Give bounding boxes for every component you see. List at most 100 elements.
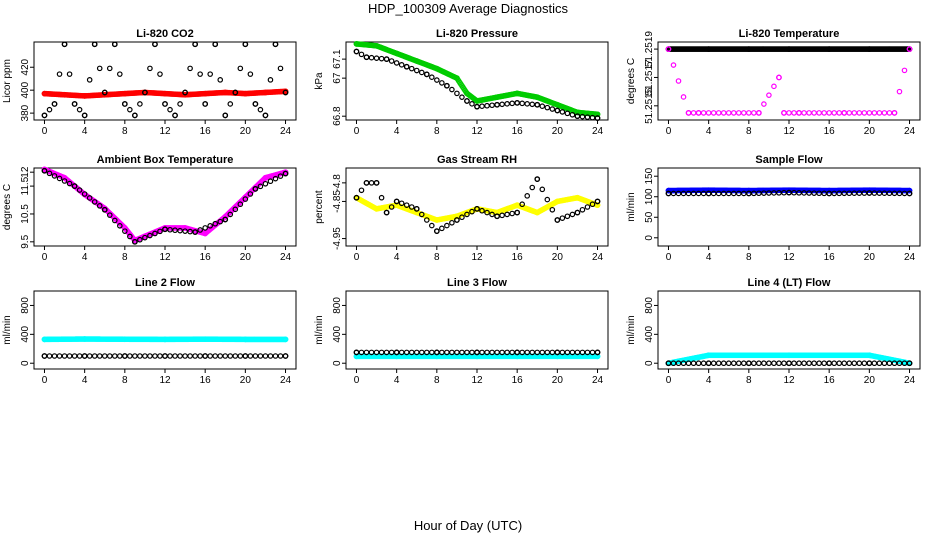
trace-point bbox=[368, 180, 375, 186]
series-cyan bbox=[41, 336, 289, 343]
trace-point bbox=[464, 98, 470, 104]
trace-point bbox=[449, 86, 455, 93]
trace-point bbox=[147, 65, 153, 72]
trace-point bbox=[871, 190, 878, 196]
trace-point bbox=[282, 353, 289, 359]
x-tick-label: 8 bbox=[434, 375, 440, 386]
trace-point bbox=[101, 89, 108, 96]
trace-point bbox=[866, 110, 873, 116]
trace-point bbox=[137, 236, 143, 243]
series-black bbox=[353, 176, 601, 234]
trace-point bbox=[257, 106, 264, 113]
trace-point bbox=[111, 217, 118, 224]
trace-point bbox=[177, 227, 183, 234]
trace-point bbox=[549, 349, 556, 356]
trace-point bbox=[398, 200, 405, 207]
x-tick-label: 0 bbox=[666, 252, 672, 263]
trace-point bbox=[856, 360, 863, 367]
x-tick-label: 8 bbox=[746, 126, 752, 137]
trace-point bbox=[474, 206, 480, 212]
trace-point bbox=[142, 234, 148, 241]
trace-point bbox=[202, 225, 208, 231]
trace-point bbox=[162, 353, 168, 359]
y-tick-label: 67.1 bbox=[332, 49, 343, 69]
trace-point bbox=[41, 167, 48, 174]
panel-title: Sample Flow bbox=[755, 154, 823, 166]
trace-point bbox=[76, 106, 83, 113]
trace-point bbox=[71, 183, 78, 189]
x-tick-label: 8 bbox=[746, 375, 752, 386]
trace-point bbox=[237, 353, 244, 359]
trace-point bbox=[896, 88, 903, 95]
trace-point bbox=[152, 41, 158, 48]
trace-point bbox=[876, 360, 883, 367]
trace-point bbox=[479, 103, 485, 110]
x-tick-label: 16 bbox=[200, 252, 212, 263]
x-tick-label: 12 bbox=[471, 375, 483, 386]
trace-point bbox=[429, 349, 435, 356]
trace-point bbox=[725, 110, 732, 116]
trace-point bbox=[741, 110, 747, 116]
trace-point bbox=[720, 110, 727, 116]
trace-point bbox=[761, 190, 767, 196]
trace-point bbox=[172, 227, 178, 234]
trace-point bbox=[821, 110, 827, 116]
trace-point bbox=[222, 353, 229, 359]
trace-point bbox=[137, 353, 143, 359]
trace-point bbox=[212, 41, 219, 48]
x-tick-label: 24 bbox=[280, 252, 292, 263]
trace-point bbox=[494, 101, 500, 108]
y-tick-label: 150 bbox=[644, 167, 655, 184]
trace-point bbox=[771, 190, 777, 196]
trace-point bbox=[81, 353, 88, 359]
trace-point bbox=[569, 211, 576, 218]
trace-point bbox=[866, 360, 873, 367]
panel-5: Gas Stream RH 0 4 8 12 16 20 24 -4.95 -4.85-4.8 pe… bbox=[314, 154, 609, 263]
trace-point bbox=[61, 353, 68, 359]
trace-point bbox=[86, 195, 93, 201]
trace-point bbox=[851, 360, 858, 367]
trace-point bbox=[474, 103, 480, 110]
trace-point bbox=[906, 190, 913, 197]
series-red bbox=[41, 88, 289, 99]
trace-point bbox=[766, 92, 772, 98]
trace-point bbox=[267, 178, 274, 185]
panel-title: Li-820 Temperature bbox=[739, 28, 840, 40]
trace-point bbox=[76, 353, 83, 359]
trace-point bbox=[212, 220, 219, 227]
x-tick-label: 12 bbox=[159, 126, 171, 137]
trace-point bbox=[172, 112, 178, 119]
trace-point bbox=[756, 190, 762, 197]
panel-title: Line 2 Flow bbox=[135, 277, 195, 289]
trace-point bbox=[761, 360, 767, 367]
trace-point bbox=[906, 360, 913, 367]
trace-point bbox=[801, 110, 807, 116]
trace-point bbox=[821, 360, 827, 367]
trace-point bbox=[207, 353, 213, 359]
trace-point bbox=[167, 106, 173, 113]
x-tick-label: 8 bbox=[122, 126, 128, 137]
trace-point bbox=[539, 349, 546, 356]
y-tick-label: -4.8 bbox=[332, 174, 343, 192]
trace-point bbox=[831, 360, 837, 367]
trace-point bbox=[589, 114, 596, 121]
trace-point bbox=[544, 349, 551, 356]
trace-point bbox=[76, 187, 83, 193]
trace-point bbox=[856, 190, 863, 196]
trace-point bbox=[368, 54, 375, 61]
series-yellow bbox=[353, 194, 601, 223]
x-tick-label: 24 bbox=[280, 126, 292, 137]
y-tick-label: 800 bbox=[20, 297, 31, 314]
x-tick-label: 16 bbox=[512, 126, 524, 137]
trace-point bbox=[584, 204, 591, 210]
trace-point bbox=[81, 191, 88, 197]
x-tick-label: 16 bbox=[512, 252, 524, 263]
trace-point bbox=[781, 360, 787, 367]
trace-point bbox=[157, 228, 163, 235]
trace-point bbox=[846, 360, 853, 367]
trace-point bbox=[127, 106, 133, 113]
trace-point bbox=[730, 110, 737, 116]
trace-point bbox=[564, 213, 571, 220]
trace-point bbox=[413, 349, 420, 356]
trace-point bbox=[147, 232, 153, 239]
